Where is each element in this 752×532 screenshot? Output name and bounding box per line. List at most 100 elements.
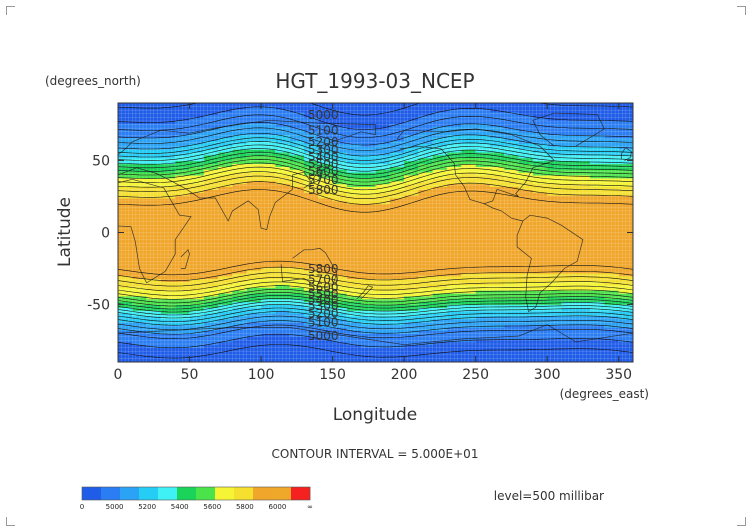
hgt-cell — [261, 212, 276, 216]
hgt-cell — [518, 131, 534, 136]
hgt-cell — [318, 183, 334, 188]
hgt-cell — [318, 120, 334, 124]
hgt-cell — [447, 140, 462, 144]
hgt-cell — [418, 163, 434, 167]
hgt-cell — [375, 215, 391, 219]
hgt-cell — [475, 344, 491, 349]
hgt-cell — [118, 338, 133, 343]
hgt-cell — [203, 307, 219, 311]
hgt-cell — [604, 177, 620, 182]
hgt-cell — [246, 186, 262, 190]
hgt-cell — [189, 114, 205, 118]
hgt-cell — [203, 192, 219, 196]
hgt-cell — [275, 183, 291, 188]
hgt-cell — [475, 327, 491, 331]
hgt-cell — [132, 249, 148, 254]
hgt-cell — [218, 220, 234, 225]
hgt-cell — [418, 103, 434, 107]
hgt-cell — [418, 172, 434, 176]
hgt-cell — [432, 163, 448, 167]
hgt-cell — [604, 140, 620, 144]
hgt-cell — [361, 149, 377, 153]
hgt-cell — [475, 235, 491, 239]
hgt-cell — [160, 108, 176, 113]
hgt-cell — [604, 103, 620, 107]
hgt-cell — [261, 261, 276, 265]
hgt-cell — [532, 341, 548, 346]
hgt-cell — [489, 310, 505, 314]
hgt-cell — [118, 275, 133, 280]
hgt-cell — [418, 123, 434, 127]
hgt-cell — [332, 200, 348, 205]
hgt-cell — [461, 264, 477, 268]
contour-line — [118, 266, 633, 282]
hgt-cell — [547, 120, 563, 124]
hgt-cell — [246, 114, 262, 118]
hgt-cell — [232, 140, 248, 144]
hgt-cell — [361, 235, 377, 239]
contour-label: 5100 — [308, 124, 339, 138]
hgt-cell — [489, 123, 505, 127]
hgt-cell — [404, 255, 420, 259]
hgt-cell — [532, 252, 548, 257]
hgt-cell — [432, 108, 448, 113]
hgt-cell — [389, 278, 405, 283]
hgt-cell — [261, 195, 276, 199]
hgt-cell — [218, 246, 234, 251]
hgt-cell — [575, 301, 591, 306]
hgt-cell — [418, 149, 434, 153]
hgt-cell — [303, 284, 319, 288]
hgt-cell — [332, 290, 348, 294]
hgt-cell — [404, 200, 420, 205]
hgt-cell — [118, 183, 133, 188]
hgt-cell — [118, 114, 133, 118]
hgt-cell — [575, 315, 591, 320]
hgt-cell — [346, 324, 362, 329]
hgt-cell — [418, 177, 434, 182]
hgt-cell — [389, 246, 405, 251]
hgt-cell — [518, 111, 534, 116]
hgt-cell — [361, 246, 377, 251]
hgt-cell — [261, 356, 276, 360]
hgt-cell — [604, 275, 620, 280]
hgt-cell — [547, 218, 563, 222]
hgt-cell — [346, 356, 362, 360]
hgt-cell — [275, 338, 291, 343]
hgt-cell — [361, 220, 377, 225]
hgt-cell — [418, 255, 434, 259]
hgt-cell — [175, 206, 191, 211]
frame-corner-bottom-left — [6, 517, 15, 526]
hgt-cell — [604, 249, 620, 254]
hgt-cell — [261, 336, 276, 340]
hgt-cell — [561, 197, 577, 202]
hgt-cell — [475, 157, 491, 162]
hgt-cell — [604, 350, 620, 354]
hgt-cell — [375, 284, 391, 288]
hgt-cell — [418, 301, 434, 306]
hgt-cell — [346, 120, 362, 124]
hgt-cell — [303, 275, 319, 280]
hgt-cell — [318, 180, 334, 185]
contour-label: 5100 — [308, 315, 339, 329]
hgt-cell — [232, 160, 248, 165]
x-tick-label: 50 — [181, 367, 199, 383]
hgt-cell — [132, 177, 148, 182]
hgt-cell — [160, 203, 176, 208]
hgt-cell — [504, 338, 520, 343]
hgt-cell — [389, 212, 405, 216]
hgt-cell — [218, 218, 234, 222]
hgt-cell — [189, 160, 205, 165]
hgt-cell — [547, 212, 563, 216]
hgt-cell — [532, 203, 548, 208]
hgt-cell — [547, 174, 563, 179]
hgt-cell — [218, 195, 234, 199]
hgt-cell — [561, 192, 577, 196]
hgt-cell — [203, 244, 219, 248]
hgt-cell — [160, 212, 176, 216]
hgt-cell — [361, 258, 377, 262]
hgt-cell — [232, 315, 248, 320]
hgt-cell — [303, 235, 319, 239]
hgt-cell — [332, 143, 348, 147]
hgt-cell — [604, 336, 620, 340]
hgt-cell — [418, 111, 434, 116]
